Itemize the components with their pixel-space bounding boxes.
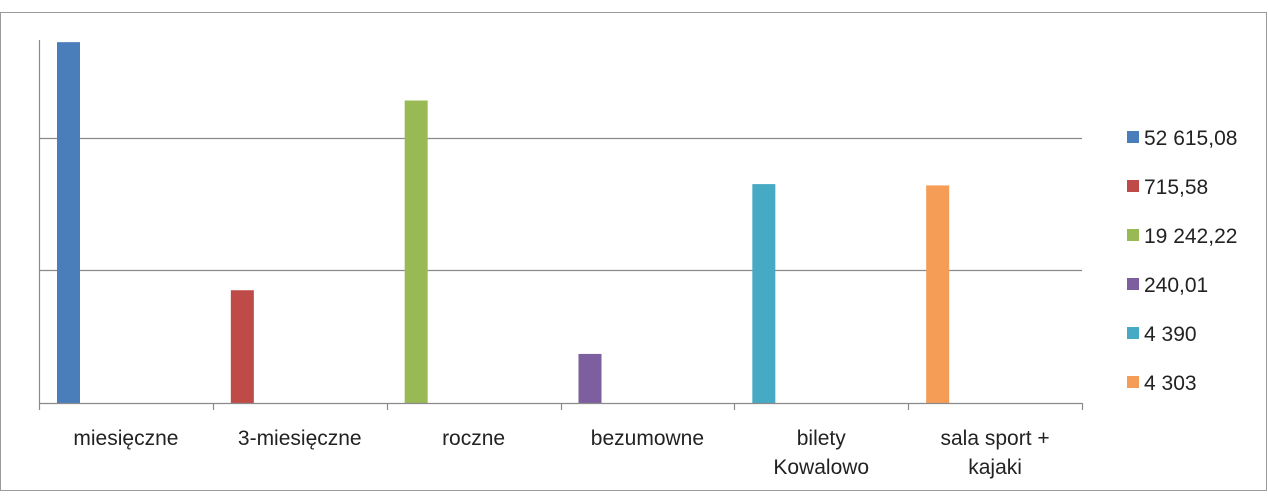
legend-label: 4 390 [1144, 323, 1197, 346]
x-axis-labels: miesięczne 3-miesięczne roczne bezumowne bil… [73, 427, 1049, 479]
legend-label: 19 242,22 [1144, 225, 1237, 248]
bar-1 [57, 42, 80, 403]
x-tick-label: roczne [442, 427, 505, 450]
legend-swatch [1127, 327, 1139, 339]
x-tick-label: bezumowne [591, 427, 704, 450]
legend-swatch [1127, 131, 1139, 143]
chart-border [0, 12, 1267, 491]
legend-swatch [1127, 278, 1139, 290]
bar-4 [578, 353, 602, 403]
gridlines [39, 137, 1082, 272]
legend-swatch [1127, 376, 1139, 388]
legend-label: 4 303 [1144, 372, 1197, 395]
x-tick-label: sala sport + [941, 427, 1050, 450]
legend: 52 615,08 715,58 19 242,22 240,01 4 390 4 303 [1127, 127, 1237, 395]
legend-label: 240,01 [1144, 274, 1208, 297]
x-tick-label: kajaki [968, 456, 1022, 479]
bar-5 [752, 184, 776, 403]
legend-swatch [1127, 180, 1139, 192]
bars [57, 42, 950, 404]
axes [38, 40, 1084, 410]
legend-label: 715,58 [1144, 176, 1208, 199]
x-tick-label: bilety [797, 427, 847, 450]
bar-3 [404, 100, 428, 404]
bar-2 [230, 290, 254, 403]
legend-swatch [1127, 229, 1139, 241]
x-tick-label: Kowalowo [773, 456, 869, 479]
bar-6 [926, 185, 950, 403]
legend-label: 52 615,08 [1144, 127, 1237, 150]
x-tick-label: 3-miesięczne [238, 427, 362, 450]
x-tick-label: miesięczne [73, 427, 178, 450]
